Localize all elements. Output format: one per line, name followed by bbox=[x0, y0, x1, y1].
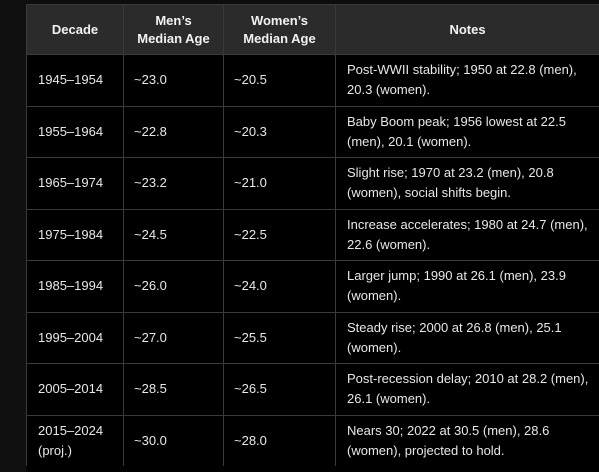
notes-cell: Steady rise; 2000 at 26.8 (men), 25.1 (w… bbox=[335, 311, 599, 364]
notes-cell: Slight rise; 1970 at 23.2 (men), 20.8 (w… bbox=[335, 157, 599, 210]
mens-age-cell: ~26.0 bbox=[123, 260, 224, 313]
notes-cell: Baby Boom peak; 1956 lowest at 22.5 (men… bbox=[335, 105, 599, 158]
notes-cell: Post-recession delay; 2010 at 28.2 (men)… bbox=[335, 363, 599, 416]
median-marriage-age-table: Decade Men’s Median Age Women’s Median A… bbox=[26, 4, 599, 467]
womens-age-cell: ~25.5 bbox=[223, 311, 336, 364]
header-row: Decade Men’s Median Age Women’s Median A… bbox=[26, 4, 599, 55]
decade-line2: (proj.) bbox=[38, 442, 72, 458]
header-notes: Notes bbox=[335, 4, 599, 55]
mens-age-cell: ~23.2 bbox=[123, 157, 224, 210]
table-row: 1985–1994 ~26.0 ~24.0 Larger jump; 1990 … bbox=[26, 260, 599, 313]
decade-line1: 2015–2024 bbox=[38, 422, 104, 438]
notes-cell: Increase accelerates; 1980 at 24.7 (men)… bbox=[335, 208, 599, 261]
table-row: 2005–2014 ~28.5 ~26.5 Post-recession del… bbox=[26, 363, 599, 416]
womens-age-cell: ~20.3 bbox=[223, 105, 336, 158]
decade-cell: 1965–1974 bbox=[26, 157, 124, 210]
womens-age-cell: ~26.5 bbox=[223, 363, 336, 416]
mens-age-cell: ~28.5 bbox=[123, 363, 224, 416]
table-continuation bbox=[26, 466, 599, 472]
womens-age-cell: ~24.0 bbox=[223, 260, 336, 313]
table-header: Decade Men’s Median Age Women’s Median A… bbox=[26, 4, 599, 55]
header-mens-median-age: Men’s Median Age bbox=[123, 4, 224, 55]
womens-age-cell: ~20.5 bbox=[223, 54, 336, 107]
table-row: 2015–2024 (proj.) ~30.0 ~28.0 Nears 30; … bbox=[26, 414, 599, 467]
header-notes-label: Notes bbox=[449, 21, 486, 37]
mens-age-cell: ~23.0 bbox=[123, 54, 224, 107]
header-womens-line1: Women’s bbox=[250, 12, 309, 28]
mens-age-cell: ~24.5 bbox=[123, 208, 224, 261]
header-decade: Decade bbox=[26, 4, 124, 55]
notes-cell: Nears 30; 2022 at 30.5 (men), 28.6 (wome… bbox=[335, 414, 599, 467]
decade-cell: 1975–1984 bbox=[26, 208, 124, 261]
decade-cell: 1985–1994 bbox=[26, 260, 124, 313]
mens-age-cell: ~27.0 bbox=[123, 311, 224, 364]
womens-age-cell: ~21.0 bbox=[223, 157, 336, 210]
womens-age-cell: ~28.0 bbox=[223, 414, 336, 467]
notes-cell: Post-WWII stability; 1950 at 22.8 (men),… bbox=[335, 54, 599, 107]
mens-age-cell: ~22.8 bbox=[123, 105, 224, 158]
womens-age-cell: ~22.5 bbox=[223, 208, 336, 261]
table-row: 1945–1954 ~23.0 ~20.5 Post-WWII stabilit… bbox=[26, 54, 599, 107]
table-row: 1995–2004 ~27.0 ~25.5 Steady rise; 2000 … bbox=[26, 311, 599, 364]
notes-cell: Larger jump; 1990 at 26.1 (men), 23.9 (w… bbox=[335, 260, 599, 313]
decade-cell: 1995–2004 bbox=[26, 311, 124, 364]
decade-cell: 1955–1964 bbox=[26, 105, 124, 158]
header-mens-line1: Men’s bbox=[155, 12, 192, 28]
left-margin bbox=[0, 0, 26, 472]
table-body: 1945–1954 ~23.0 ~20.5 Post-WWII stabilit… bbox=[26, 54, 599, 467]
decade-cell: 2015–2024 (proj.) bbox=[26, 414, 124, 467]
table-row: 1955–1964 ~22.8 ~20.3 Baby Boom peak; 19… bbox=[26, 105, 599, 158]
header-womens-median-age: Women’s Median Age bbox=[223, 4, 336, 55]
decade-cell: 1945–1954 bbox=[26, 54, 124, 107]
mens-age-cell: ~30.0 bbox=[123, 414, 224, 467]
header-mens-line2: Median Age bbox=[137, 30, 210, 46]
decade-cell: 2005–2014 bbox=[26, 363, 124, 416]
header-womens-line2: Median Age bbox=[243, 30, 316, 46]
header-decade-label: Decade bbox=[51, 21, 99, 37]
table-row: 1975–1984 ~24.5 ~22.5 Increase accelerat… bbox=[26, 208, 599, 261]
table-row: 1965–1974 ~23.2 ~21.0 Slight rise; 1970 … bbox=[26, 157, 599, 210]
